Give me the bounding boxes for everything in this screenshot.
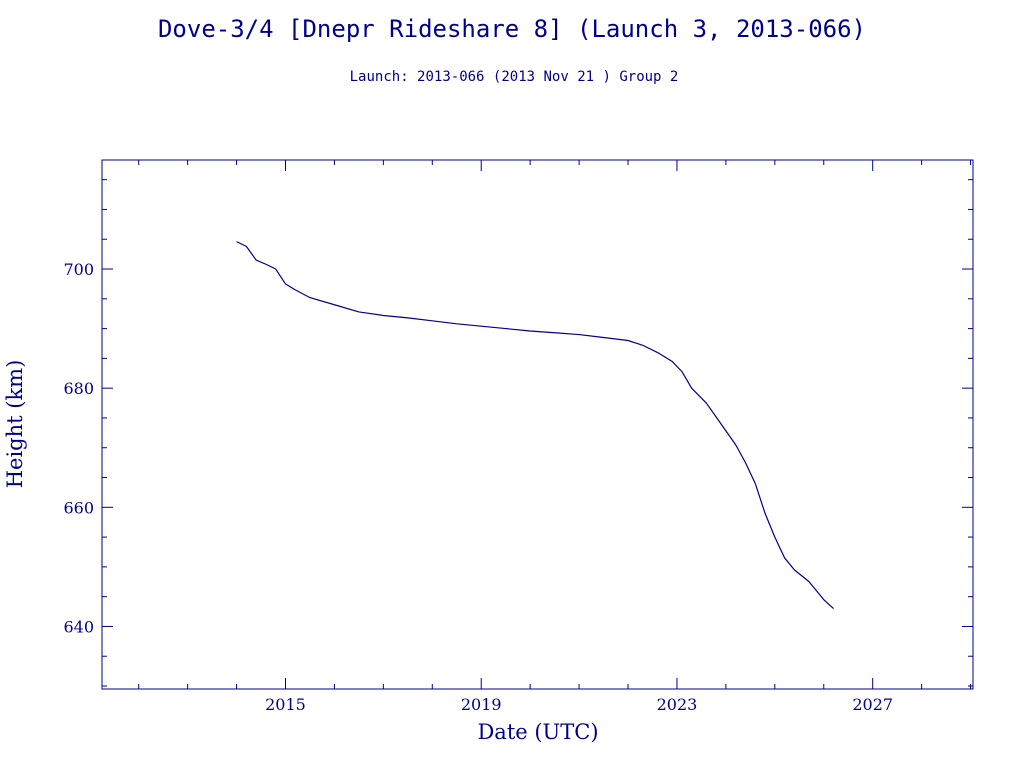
x-tick-label: 2023: [657, 695, 698, 714]
x-axis-label: Date (UTC): [477, 720, 598, 744]
x-tick-label: 2015: [265, 695, 306, 714]
y-tick-label: 700: [63, 260, 94, 279]
series-line-0: [236, 241, 834, 610]
y-axis-label: Height (km): [3, 360, 27, 489]
plot-frame: [101, 159, 974, 690]
chart-title: Dove-3/4 [Dnepr Rideshare 8] (Launch 3, …: [158, 15, 866, 43]
y-tick-label: 660: [63, 498, 94, 517]
chart-subtitle: Launch: 2013-066 (2013 Nov 21 ) Group 2: [350, 69, 679, 85]
tick-labels: 2015 2019 2023 2027 640 660 680 700: [63, 260, 893, 714]
x-tick-label: 2019: [461, 695, 502, 714]
axis-ticks: [102, 160, 973, 689]
y-tick-label: 680: [63, 379, 94, 398]
x-tick-label: 2027: [852, 695, 893, 714]
series-group: [236, 241, 834, 610]
y-tick-label: 640: [63, 617, 94, 636]
